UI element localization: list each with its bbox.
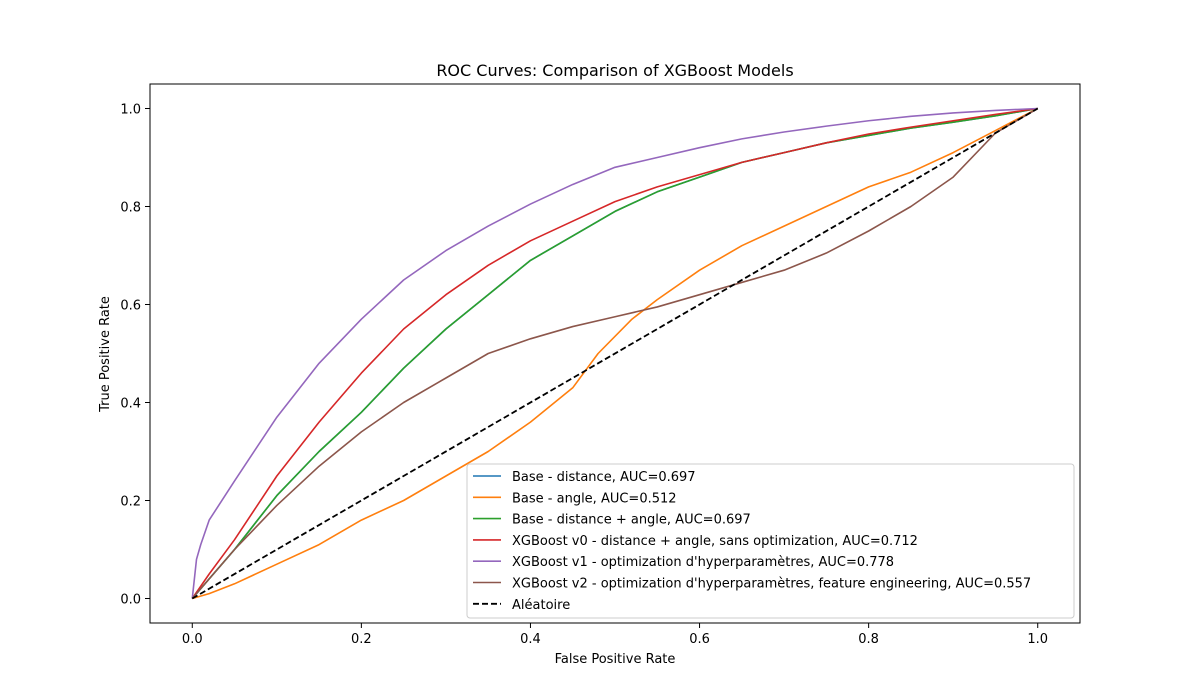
legend-entry-4: XGBoost v1 - optimization d'hyperparamèt… [512, 555, 894, 570]
series-line-3 [191, 107, 1038, 599]
legend-entry-2: Base - distance + angle, AUC=0.697 [512, 513, 751, 528]
legend-entry-5: XGBoost v2 - optimization d'hyperparamèt… [512, 577, 1031, 592]
y-tick-label-1: 0.2 [120, 495, 141, 510]
legend-entry-6: Aléatoire [512, 598, 570, 613]
chart-title: ROC Curves: Comparison of XGBoost Models [436, 61, 793, 80]
y-axis-label: True Positive Rate [98, 296, 113, 413]
series-line-4 [191, 107, 1038, 599]
tick-layer: 0.0 0.2 0.4 0.6 0.8 1.0 0.0 0.2 0.4 0.6 0.8 1.0 [120, 103, 1048, 648]
legend-entry-3: XGBoost v0 - distance + angle, sans opti… [512, 534, 918, 549]
x-tick-label-5: 1.0 [1027, 632, 1048, 647]
series-layer [191, 107, 1039, 600]
y-tick-label-0: 0.0 [120, 593, 141, 608]
series-line-5 [191, 107, 1039, 600]
y-tick-label-3: 0.6 [120, 299, 141, 314]
y-tick-label-2: 0.4 [120, 397, 141, 412]
legend-entry-0: Base - distance, AUC=0.697 [512, 470, 696, 485]
x-tick-label-2: 0.4 [520, 632, 541, 647]
x-tick-label-4: 0.8 [858, 632, 879, 647]
x-tick-label-3: 0.6 [689, 632, 710, 647]
x-axis-label: False Positive Rate [555, 652, 676, 667]
series-line-2 [191, 107, 1038, 600]
series-line-6 [191, 107, 1039, 600]
y-tick-label-4: 0.8 [120, 201, 141, 216]
plot-frame [149, 83, 1081, 624]
x-tick-label-0: 0.0 [182, 632, 203, 647]
y-tick-label-5: 1.0 [120, 103, 141, 118]
legend-box [466, 463, 1075, 619]
legend-entry-1: Base - angle, AUC=0.512 [512, 491, 677, 506]
legend: Base - distance, AUC=0.697 Base - angle, … [466, 463, 1075, 619]
x-tick-label-1: 0.2 [351, 632, 372, 647]
series-line-1 [192, 107, 1039, 600]
